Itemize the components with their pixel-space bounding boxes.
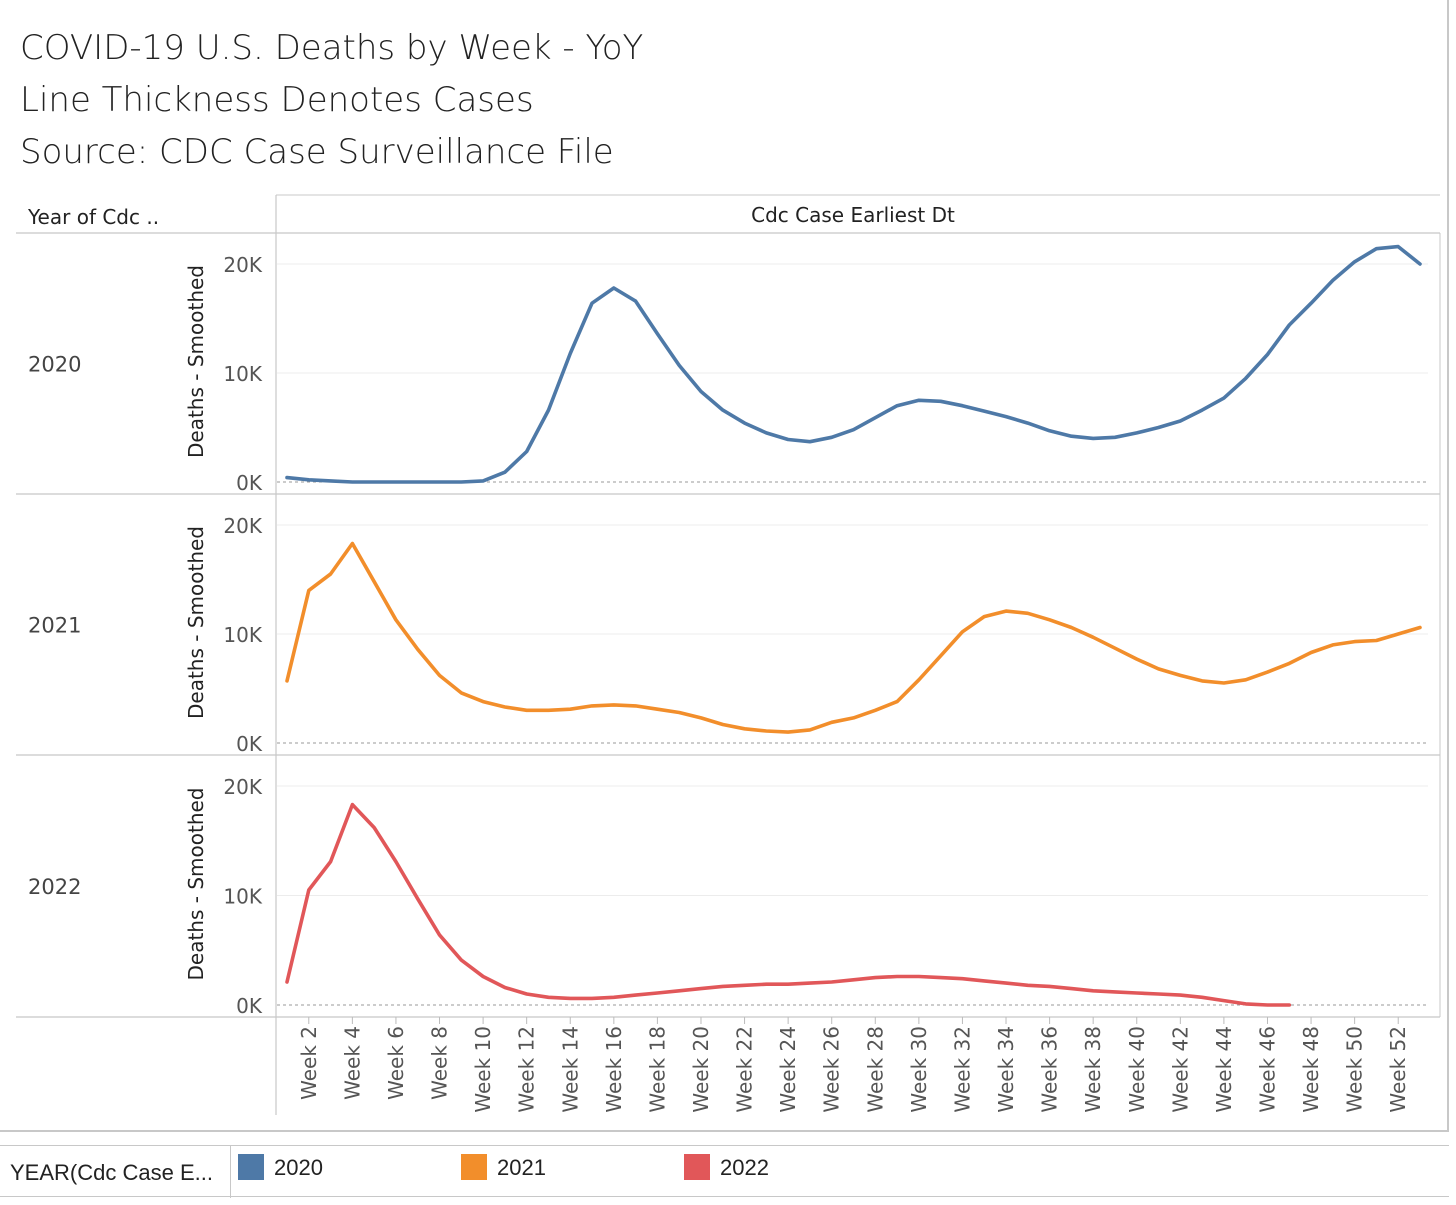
x-tick-label: Week 16	[602, 1026, 626, 1113]
legend-swatch-2022	[684, 1154, 710, 1180]
x-tick-label: Week 46	[1255, 1026, 1279, 1113]
chart-svg: Year of Cdc .. Cdc Case Earliest Dt 0K 10…	[16, 194, 1441, 1115]
legend: YEAR(Cdc Case E... 2020 2021 2022	[0, 1145, 1449, 1198]
series-line-2021	[285, 541, 1422, 734]
x-tick-label: Week 42	[1168, 1026, 1192, 1113]
row-label-2022: 2022	[28, 875, 81, 899]
x-tick-label: Week 14	[558, 1026, 582, 1113]
legend-swatch-2021	[461, 1154, 487, 1180]
y-axis-title: Deaths - Smoothed	[184, 526, 208, 719]
x-tick-label: Week 52	[1386, 1026, 1410, 1113]
x-tick-label: Week 22	[733, 1026, 757, 1113]
y-tick-label: 0K	[236, 994, 263, 1018]
legend-label-2020: 2020	[274, 1155, 323, 1180]
x-tick-label: Week 8	[428, 1026, 452, 1100]
series-line-2022	[285, 802, 1292, 1007]
x-tick-label: Week 40	[1125, 1026, 1149, 1113]
y-tick-label: 10K	[223, 623, 262, 647]
x-tick-label: Week 6	[384, 1026, 408, 1100]
x-tick-label: Week 12	[515, 1026, 539, 1113]
legend-label-2021: 2021	[497, 1155, 546, 1180]
x-tick-label: Week 34	[994, 1026, 1018, 1113]
chart-panels: 0K 10K 20K Deaths - Smoothed 2020 0K 10K 20K Dea…	[28, 244, 1428, 1018]
row-label-2020: 2020	[28, 353, 81, 377]
chart-title-line-2: Line Thickness Denotes Cases	[20, 80, 534, 120]
legend-swatch-2020	[238, 1154, 264, 1180]
series-line-2020	[285, 244, 1422, 484]
panel-2021: 0K 10K 20K Deaths - Smoothed 2021	[28, 514, 1428, 756]
chart-title-line-3: Source: CDC Case Surveillance File	[20, 132, 614, 172]
x-tick-label: Week 44	[1212, 1026, 1236, 1113]
y-tick-label: 0K	[236, 471, 263, 495]
y-axis-title: Deaths - Smoothed	[184, 788, 208, 981]
x-tick-label: Week 26	[820, 1026, 844, 1113]
panel-frame-lines	[16, 194, 1441, 1115]
x-tick-label: Week 10	[471, 1026, 495, 1113]
x-tick-label: Week 28	[863, 1026, 887, 1113]
x-tick-label: Week 50	[1343, 1026, 1367, 1113]
panel-2020: 0K 10K 20K Deaths - Smoothed 2020	[28, 244, 1428, 495]
x-tick-label: Week 24	[776, 1026, 800, 1113]
y-tick-label: 10K	[223, 885, 262, 909]
legend-title: YEAR(Cdc Case E...	[10, 1160, 213, 1185]
column-header: Cdc Case Earliest Dt	[751, 203, 955, 227]
x-tick-label: Week 38	[1081, 1026, 1105, 1113]
legend-label-2022: 2022	[720, 1155, 769, 1180]
y-tick-label: 0K	[236, 732, 263, 756]
y-axis-title: Deaths - Smoothed	[184, 265, 208, 458]
x-tick-label: Week 4	[340, 1026, 364, 1100]
x-tick-label: Week 32	[950, 1026, 974, 1113]
x-tick-label: Week 20	[689, 1026, 713, 1113]
y-tick-label: 10K	[223, 362, 262, 386]
x-tick-label: Week 30	[907, 1026, 931, 1113]
row-header: Year of Cdc ..	[27, 205, 159, 229]
x-tick-label: Week 2	[297, 1026, 321, 1100]
y-tick-label: 20K	[223, 253, 262, 277]
x-axis: Week 2 Week 4 Week 6 Week 8 Week 10 Week 12 We…	[297, 1017, 1410, 1113]
legend-divider	[230, 1146, 231, 1198]
x-tick-label: Week 48	[1299, 1026, 1323, 1113]
chart-title-line-1: COVID-19 U.S. Deaths by Week - YoY	[20, 28, 644, 68]
panel-2022: 0K 10K 20K Deaths - Smoothed 2022	[28, 775, 1428, 1018]
y-tick-label: 20K	[223, 514, 262, 538]
y-tick-label: 20K	[223, 775, 262, 799]
chart-frame	[0, 0, 1449, 1132]
x-tick-label: Week 36	[1038, 1026, 1062, 1113]
row-label-2021: 2021	[28, 614, 81, 638]
x-tick-label: Week 18	[645, 1026, 669, 1113]
